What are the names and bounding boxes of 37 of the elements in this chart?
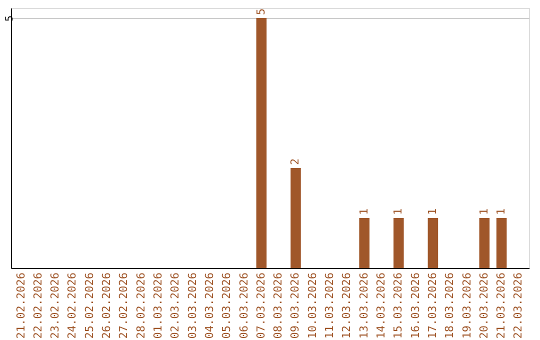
x-tick-label: 14.03.2026 [374, 272, 388, 339]
x-tick-label: 04.03.2026 [202, 272, 216, 339]
data-label: 1 [426, 208, 439, 215]
x-tick-label: 08.03.2026 [272, 272, 285, 339]
x-tick-label: 12.03.2026 [340, 272, 354, 339]
x-tick-label: 26.02.2026 [100, 272, 114, 339]
data-label: 1 [477, 208, 490, 215]
x-tick-label: 24.02.2026 [66, 272, 79, 339]
x-tick-label: 11.03.2026 [323, 272, 336, 339]
x-tick-label: 10.03.2026 [306, 272, 319, 339]
x-tick-label: 15.03.2026 [392, 272, 405, 339]
x-tick-label: 22.02.2026 [31, 272, 44, 339]
data-label: 5 [254, 8, 268, 15]
data-label: 1 [494, 208, 508, 215]
x-tick-label: 17.03.2026 [426, 272, 439, 339]
x-tick-label: 02.03.2026 [168, 272, 182, 339]
data-label: 1 [357, 208, 370, 215]
x-tick-label: 27.02.2026 [117, 272, 130, 339]
x-tick-label: 16.03.2026 [408, 272, 422, 339]
x-tick-label: 01.03.2026 [152, 272, 165, 339]
x-tick-label: 20.03.2026 [477, 272, 490, 339]
data-label: 2 [288, 158, 302, 165]
x-tick-label: 13.03.2026 [357, 272, 370, 339]
x-tick-label: 09.03.2026 [288, 272, 302, 339]
x-tick-label: 19.03.2026 [460, 272, 474, 339]
data-label: 1 [392, 208, 405, 215]
x-tick-label: 23.02.2026 [48, 272, 62, 339]
x-tick-label: 05.03.2026 [220, 272, 234, 339]
x-tick-label: 21.03.2026 [494, 272, 508, 339]
x-tick-label: 21.02.2026 [14, 272, 28, 339]
x-tick-label: 06.03.2026 [237, 272, 250, 339]
x-tick-label: 18.03.2026 [443, 272, 456, 339]
x-tick-label: 28.02.2026 [134, 272, 148, 339]
x-tick-label: 25.02.2026 [82, 272, 96, 339]
x-tick-label: 07.03.2026 [254, 272, 268, 339]
x-tick-label: 22.03.2026 [512, 272, 525, 339]
x-tick-label: 03.03.2026 [186, 272, 199, 339]
